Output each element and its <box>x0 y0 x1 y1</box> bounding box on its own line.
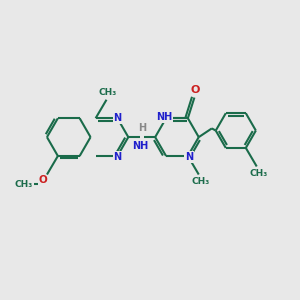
Text: N: N <box>113 113 122 123</box>
Text: CH₃: CH₃ <box>250 169 268 178</box>
Text: CH₃: CH₃ <box>98 88 117 97</box>
Text: CH₃: CH₃ <box>15 180 33 189</box>
Text: O: O <box>39 176 47 185</box>
Text: O: O <box>191 85 200 94</box>
Text: H: H <box>138 123 146 133</box>
Text: NH: NH <box>133 141 149 151</box>
Text: NH: NH <box>156 112 172 122</box>
Text: N: N <box>185 152 193 162</box>
Text: CH₃: CH₃ <box>192 177 210 186</box>
Text: N: N <box>113 152 122 162</box>
